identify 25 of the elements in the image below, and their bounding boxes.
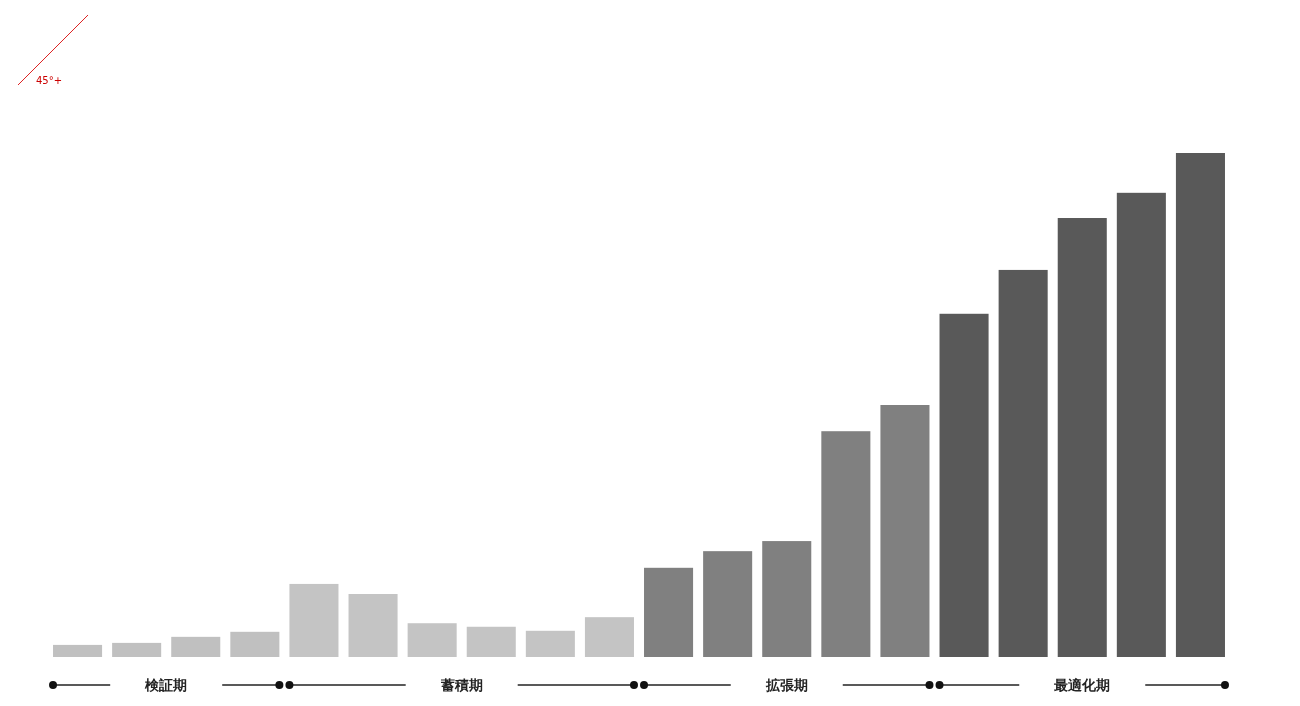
bar (1057, 218, 1107, 657)
bar (230, 631, 280, 657)
bar (348, 594, 398, 657)
bar (584, 617, 634, 657)
bar (525, 630, 575, 657)
bar (1116, 192, 1166, 657)
text: 検証期 (144, 677, 188, 693)
bar (998, 269, 1048, 657)
text: 45°+ (36, 75, 63, 86)
bar (762, 541, 812, 657)
text: 蓄積期 (439, 677, 483, 693)
text: 拡張期 (764, 677, 808, 693)
bar (703, 551, 753, 657)
bar (53, 644, 103, 657)
bar (171, 636, 221, 657)
text: 最適化期 (1053, 677, 1111, 693)
bar (821, 431, 871, 657)
bar (939, 313, 989, 657)
bar (407, 623, 457, 657)
bar (289, 583, 339, 657)
bar (112, 642, 162, 657)
bar (880, 405, 930, 657)
bar (644, 567, 694, 657)
bar (466, 626, 516, 657)
bar (1175, 153, 1225, 657)
